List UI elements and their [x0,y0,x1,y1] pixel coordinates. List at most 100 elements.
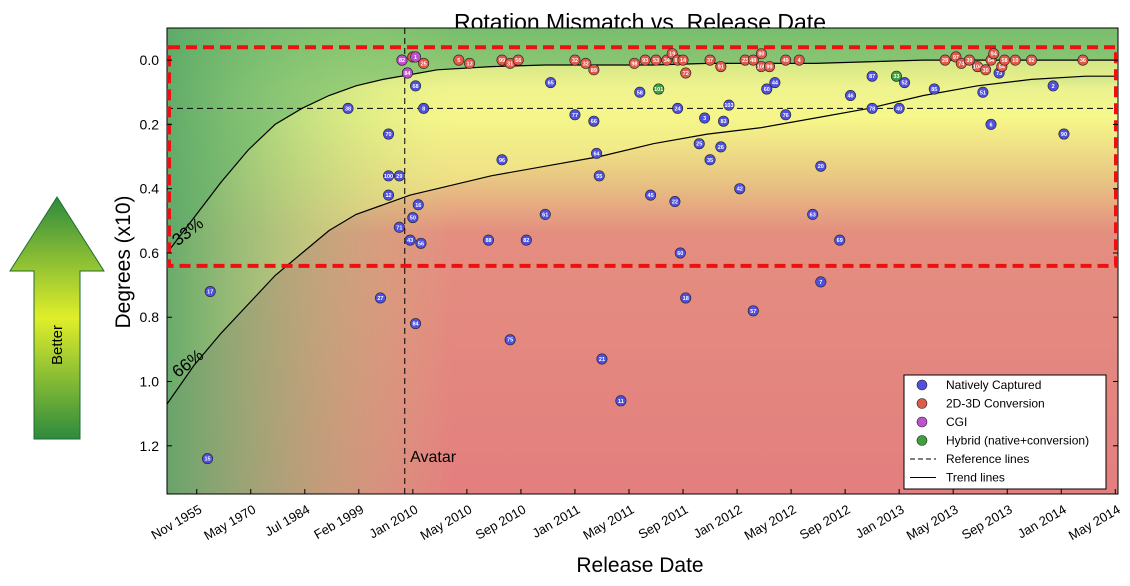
data-point-label: 34 [664,58,671,64]
data-point-label: 78 [869,106,875,112]
data-point-label: 84 [404,71,411,77]
data-point-marker [580,57,592,69]
data-point-label: 76 [783,113,789,119]
data-point: 20 [815,160,827,172]
data-point-label: 17 [207,290,213,296]
data-point-label: 77 [572,113,578,119]
x-tick-label: Jul 1984 [262,502,312,540]
data-point-marker [504,334,516,346]
data-point-marker [963,54,975,66]
data-point-marker [699,112,711,124]
data-point: 100 [383,170,395,182]
data-point: 8 [418,102,430,114]
data-point-label: 103 [724,103,733,109]
data-point: 55 [593,170,605,182]
data-point-label: 30 [983,68,989,74]
data-point-label: 33 [893,74,899,80]
data-point-label: 94 [991,52,998,58]
data-point: 4 [793,54,805,66]
y-tick-label: 1.0 [140,374,160,390]
y-tick-label: 1.2 [140,438,160,454]
data-point-marker [815,160,827,172]
data-point-marker [1077,54,1089,66]
data-point-label: 61 [542,212,548,218]
x-tick-label: Jan 2011 [529,502,582,541]
x-tick-label: Sep 2010 [473,502,529,543]
data-point-label: 91 [718,65,724,71]
data-point-label: 14 [680,58,687,64]
data-point: 3 [699,112,711,124]
data-point-label: 60 [764,87,770,93]
data-point-marker [383,170,395,182]
data-point-label: 89 [591,68,597,74]
data-point-marker [383,128,395,140]
data-point: 93 [639,54,651,66]
x-tick-label: May 2012 [742,502,799,544]
x-tick-label: May 2010 [417,502,474,544]
data-point: 56 [415,237,427,249]
y-tick-label: 0.2 [140,116,160,132]
data-point-marker [939,54,951,66]
data-point-label: 21 [599,357,605,363]
data-point-marker [755,48,767,60]
data-point-marker [410,318,422,330]
data-point-label: 37 [707,58,713,64]
legend-marker [916,416,928,428]
x-axis-label: Release Date [576,554,703,577]
data-point: 82 [396,54,408,66]
data-point-label: 4 [798,58,802,64]
data-point-label: 24 [675,106,682,112]
data-point-label: 105 [757,65,766,71]
data-point: 66 [588,115,600,127]
data-point: 58 [999,54,1011,66]
data-point-marker [418,102,430,114]
data-point-label: 64 [988,58,995,64]
data-point-marker [520,234,532,246]
data-point-label: 35 [707,158,713,164]
x-tick-label: May 2014 [1066,502,1123,544]
data-point: 16 [412,199,424,211]
data-point-marker [634,86,646,98]
data-point-marker [650,54,662,66]
data-point: 91 [715,61,727,73]
data-point: 32 [569,54,581,66]
data-point: 103 [723,99,735,111]
data-point: 101 [653,83,665,95]
data-point: 83 [718,115,730,127]
data-point-label: 18 [683,296,689,302]
data-point-marker [985,118,997,130]
data-point: 29 [393,170,405,182]
data-point: 84 [401,67,413,79]
data-point-label: 39 [966,58,972,64]
data-point-marker [407,212,419,224]
data-point-label: 58 [637,90,643,96]
data-point-marker [988,48,1000,60]
data-point: 57 [747,305,759,317]
y-tick-label: 0.8 [140,309,160,325]
data-point-marker [715,61,727,73]
data-point-marker [718,115,730,127]
data-point-label: 100 [384,174,393,180]
data-point-marker [483,234,495,246]
data-point-marker [374,292,386,304]
x-tick-label: May 2013 [904,502,961,544]
data-point-label: 82 [523,238,529,244]
data-point-label: 99 [766,65,772,71]
data-point-marker [769,77,781,89]
data-point: 22 [669,196,681,208]
data-point: 25 [418,57,430,69]
data-point-label: 44 [772,81,779,87]
data-point-label: 5 [457,58,460,64]
data-point: 44 [769,77,781,89]
data-point-label: 3 [703,116,706,122]
data-point-label: 73 [996,71,1002,77]
data-point-label: 15 [204,457,210,463]
data-point: 43 [404,234,416,246]
data-point-marker [569,54,581,66]
data-point: 21 [596,353,608,365]
data-point-label: 66 [591,119,597,125]
reference-lines [167,28,1118,494]
legend-label: Hybrid (native+conversion) [946,434,1089,448]
